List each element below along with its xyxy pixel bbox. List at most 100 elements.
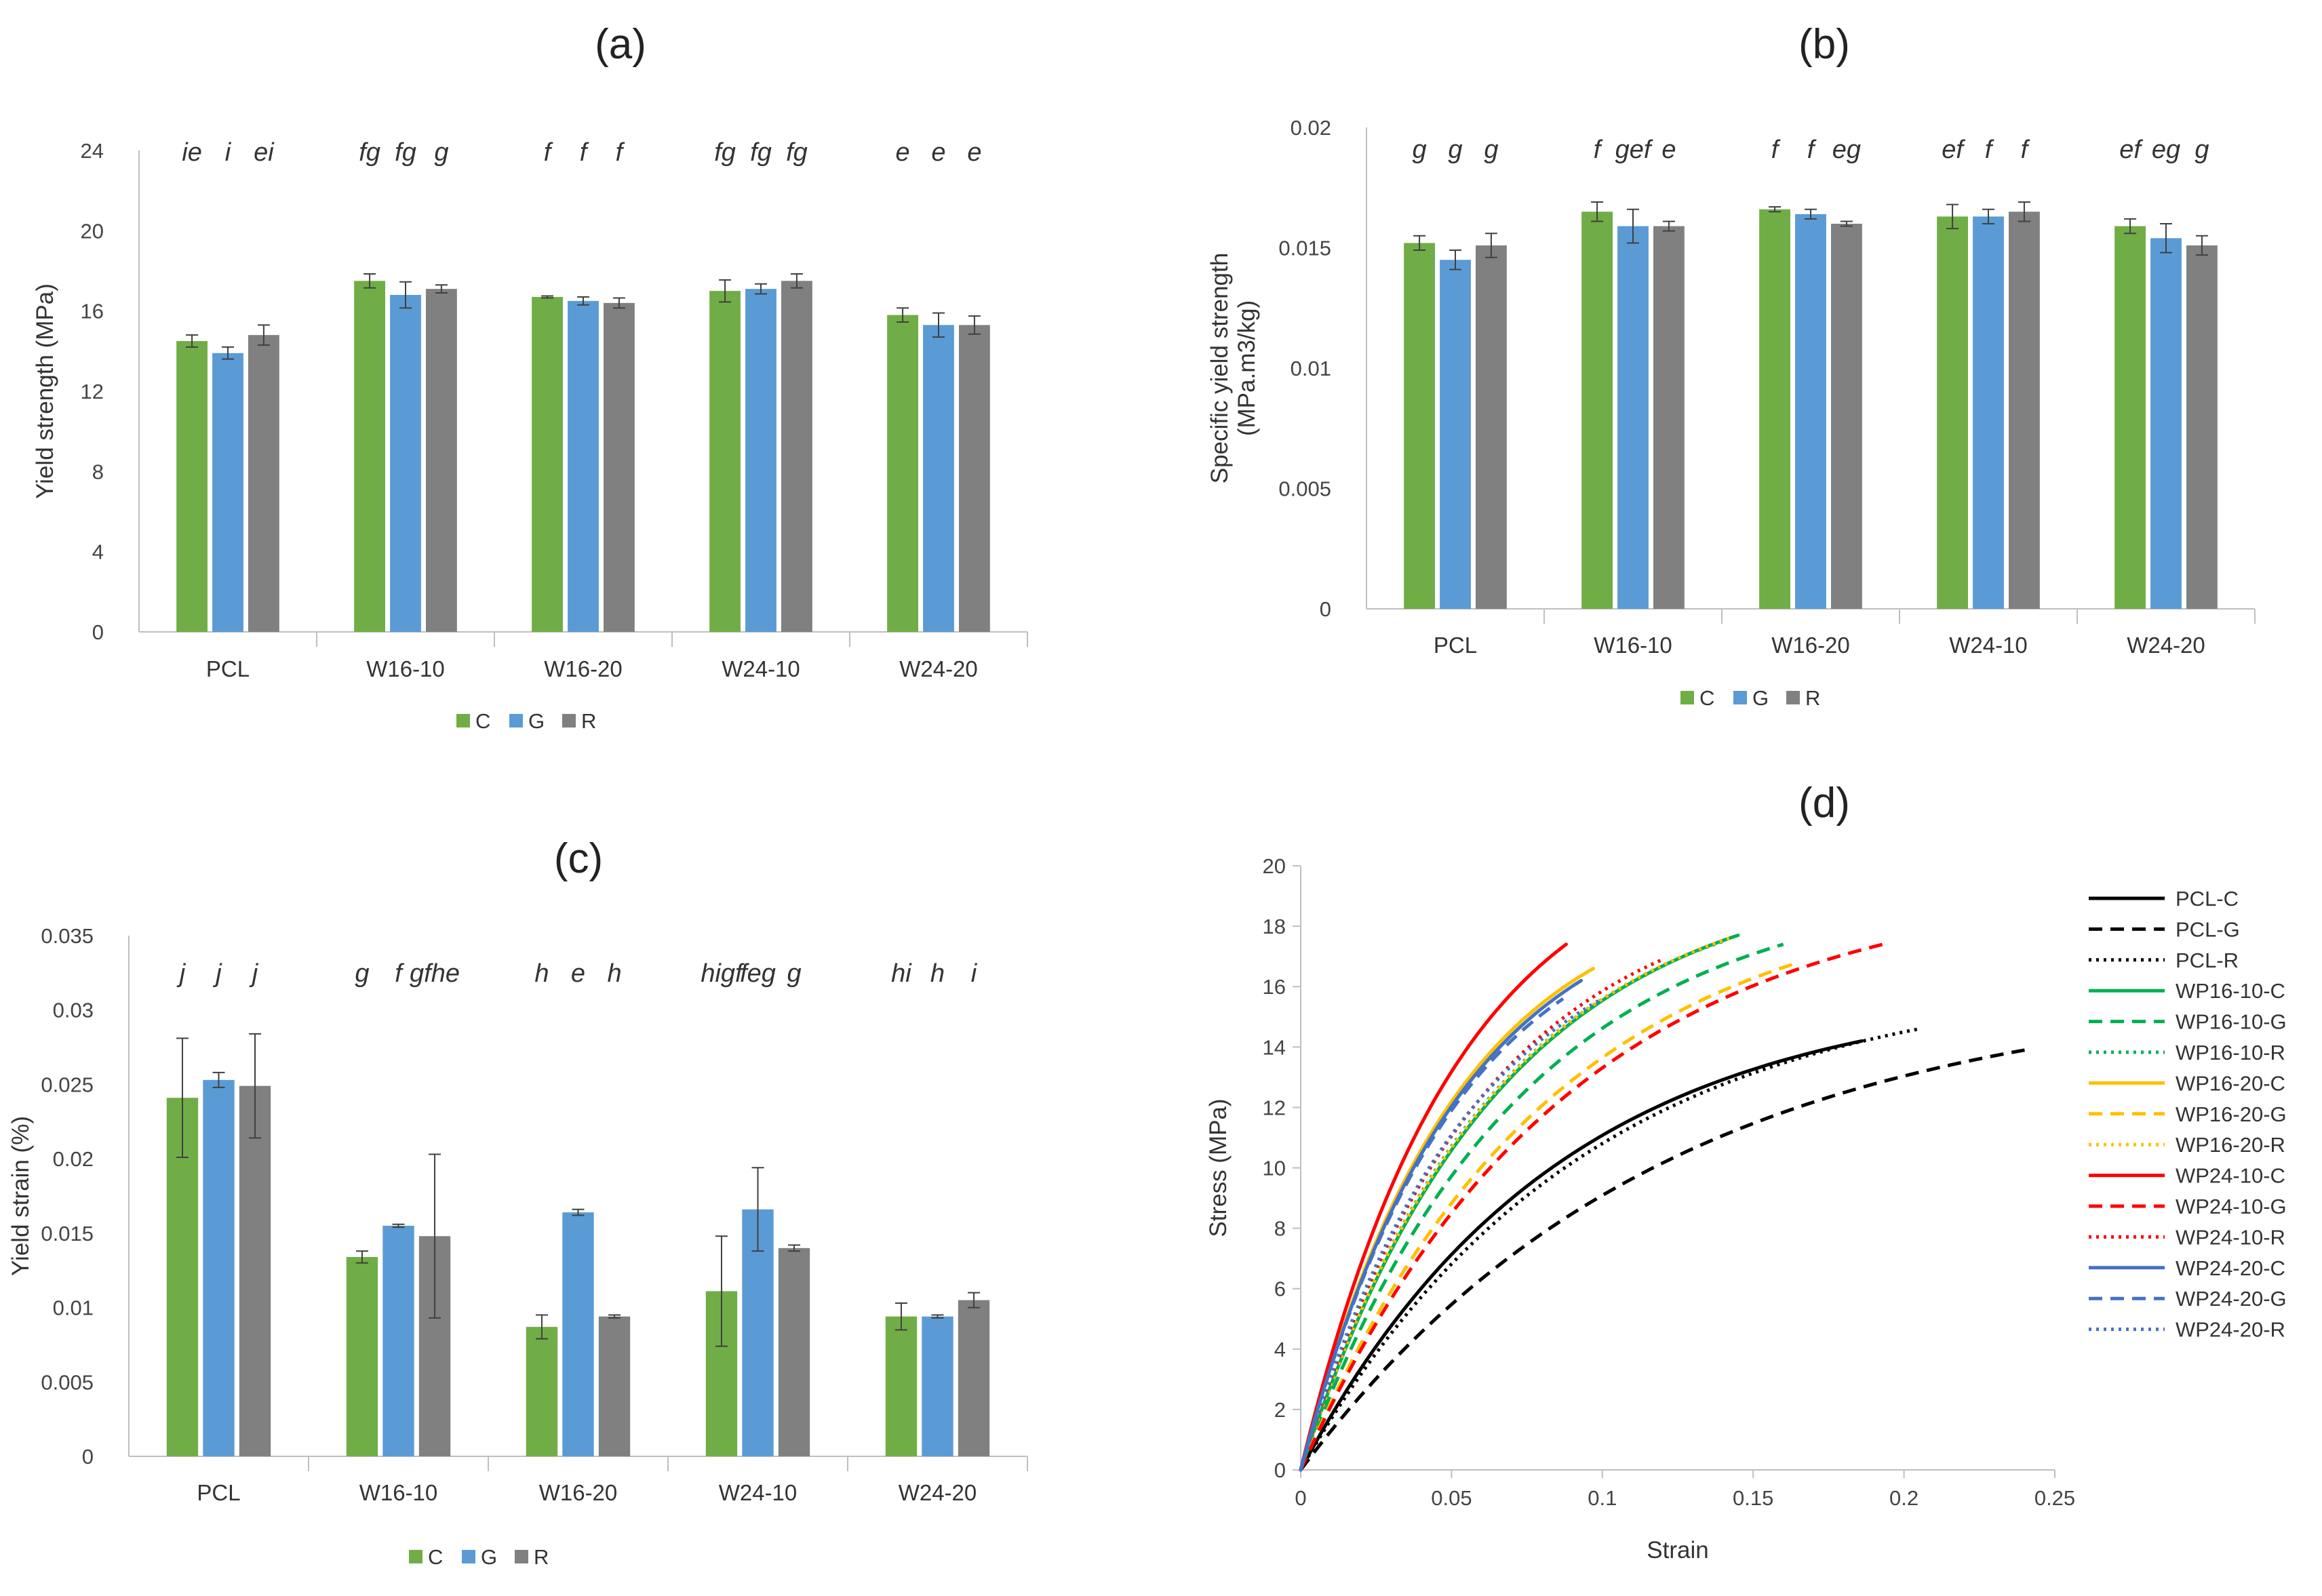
panel-a-ytick-6: 24 xyxy=(81,139,104,163)
panel-d-curve-wp16-20-g xyxy=(1299,961,1799,1471)
panel-c-legend-label-g: G xyxy=(481,1545,497,1569)
panel-a-letter-w16-10-c: fg xyxy=(359,138,380,167)
panel-a-legend-label-g: G xyxy=(528,709,545,733)
panel-a-errorbar-w24-10-r xyxy=(790,273,803,289)
panel-c-errorbar-w16-20-g xyxy=(572,1208,585,1216)
panel-d-ytick-1: 2 xyxy=(1274,1398,1286,1422)
panel-c-errorbar-w24-20-r xyxy=(968,1292,981,1309)
panel-c-errorbar-w16-20-c xyxy=(535,1314,548,1340)
panel-b-bar-w24-10-r xyxy=(2008,212,2040,609)
panel-c-bar-w24-20-c xyxy=(885,1316,918,1456)
panel-d-ytick-8: 16 xyxy=(1263,975,1286,999)
panel-b-errorbar-w24-20-r xyxy=(2195,235,2208,256)
panel-c-bar-w24-20-g xyxy=(922,1316,953,1456)
panel-c-errorbar-pcl-g xyxy=(212,1071,225,1088)
panel-d-ytick-7: 14 xyxy=(1263,1035,1286,1059)
panel-a-ytick-0: 0 xyxy=(92,620,104,644)
panel-b-bar-w16-10-g xyxy=(1617,226,1649,609)
panel-a-letter-w16-10-r: g xyxy=(434,138,448,167)
panel-a-letter-w24-10-c: fg xyxy=(714,138,736,167)
panel-b-letter-w16-20-r: eg xyxy=(1832,136,1861,164)
panel-a-letter-pcl-c: ie xyxy=(182,138,202,167)
panel-c-letter-w16-10-c: g xyxy=(355,959,369,988)
panel-c-errorbar-w24-10-g xyxy=(751,1167,764,1252)
panel-a-letter-w16-20-r: f xyxy=(616,138,625,167)
panel-b-errorbar-pcl-c xyxy=(1413,235,1426,252)
panel-a-bar-w16-20-r xyxy=(603,302,635,632)
panel-a-category-w24-10: W24-10 xyxy=(722,656,800,681)
panel-c-legend-label-c: C xyxy=(428,1545,443,1569)
panel-a-bar-w24-10-r xyxy=(781,281,812,633)
panel-a-title: (a) xyxy=(595,21,646,68)
panel-b-legend-label-c: C xyxy=(1699,686,1714,710)
panel-b-bar-pcl-c xyxy=(1404,243,1436,609)
panel-c-letter-w24-10-r: g xyxy=(787,959,801,988)
panel-b-bar-w24-10-c xyxy=(1937,216,1969,610)
panel-a-legend-swatch-g xyxy=(509,714,523,727)
panel-b-specific-yield-strength-chart: (b) 0 0.005 0.01 0.015 0.02 Specific yield st… xyxy=(1206,21,2256,710)
panel-c-errorbar-w24-10-c xyxy=(715,1235,728,1347)
panel-b-errorbar-w24-20-c xyxy=(2124,218,2137,235)
panel-d-ytick-3: 6 xyxy=(1274,1277,1286,1301)
panel-c-yield-strain-chart: (c) 0 0.005 0.01 0.015 0.02 0.025 0.03 0.035 Yie… xyxy=(7,835,1028,1569)
panel-c-letter-pcl-c: j xyxy=(176,959,186,988)
panel-d-curve-wp24-10-c xyxy=(1299,942,1568,1472)
panel-d-legend-label-pcl-g: PCL-G xyxy=(2176,917,2240,941)
panel-a-bar-w16-20-c xyxy=(532,296,564,632)
panel-b-bar-w16-20-g xyxy=(1795,214,1826,609)
panel-b-y-axis-label: Specific yield strength xyxy=(1206,253,1233,483)
panel-d-curve-wp16-10-g xyxy=(1299,942,1784,1471)
panel-c-errorbar-w24-10-r xyxy=(788,1244,801,1252)
panel-d-curve-wp16-10-c xyxy=(1299,934,1740,1472)
panel-b-bar-pcl-r xyxy=(1475,245,1507,609)
panel-d-xtick-0: 0 xyxy=(1295,1486,1306,1510)
panel-d-ytick-9: 18 xyxy=(1263,915,1286,938)
panel-a-letter-w16-20-c: f xyxy=(544,138,553,167)
panel-c-ytick-5: 0.025 xyxy=(41,1073,94,1096)
panel-c-letter-w16-20-r: h xyxy=(607,959,621,988)
panel-a-errorbar-pcl-r xyxy=(257,324,270,346)
panel-d-ytick-4: 8 xyxy=(1274,1217,1286,1241)
panel-c-letter-w16-20-g: e xyxy=(571,959,585,988)
panel-b-ytick-2: 0.01 xyxy=(1291,357,1331,380)
panel-b-bar-pcl-g xyxy=(1440,260,1471,609)
panel-c-category-w16-10: W16-10 xyxy=(359,1480,438,1505)
panel-c-ytick-2: 0.01 xyxy=(53,1296,94,1320)
panel-b-errorbar-w24-20-g xyxy=(2160,223,2172,254)
panel-d-ytick-6: 12 xyxy=(1263,1096,1286,1119)
panel-c-errorbar-w16-10-r xyxy=(429,1153,441,1319)
panel-b-bar-w24-10-g xyxy=(1973,216,2004,610)
panel-b-bar-w24-20-c xyxy=(2114,226,2146,609)
panel-a-errorbar-w16-20-g xyxy=(577,296,589,306)
panel-c-legend-swatch-r xyxy=(515,1550,528,1563)
panel-a-letter-w16-20-g: f xyxy=(580,138,589,167)
panel-b-bar-w24-20-g xyxy=(2150,238,2182,609)
panel-a-bar-w24-20-g xyxy=(923,325,954,632)
panel-d-legend-label-wp24-20-r: WP24-20-R xyxy=(2176,1318,2285,1342)
panel-a-bar-w24-10-c xyxy=(709,291,741,632)
panel-a-category-w16-10: W16-10 xyxy=(366,656,445,681)
panel-b-letter-w24-20-c: ef xyxy=(2119,136,2143,164)
panel-c-title: (c) xyxy=(554,835,603,882)
panel-c-legend-label-r: R xyxy=(534,1545,549,1569)
panel-d-legend-label-wp16-10-r: WP16-10-R xyxy=(2176,1041,2285,1064)
panel-b-letter-w16-10-c: f xyxy=(1594,136,1603,164)
panel-b-letter-pcl-r: g xyxy=(1484,136,1498,164)
panel-c-bar-w16-20-r xyxy=(598,1316,631,1456)
panel-d-xtick-5: 0.25 xyxy=(2034,1486,2075,1510)
panel-b-letter-w16-10-g: gef xyxy=(1615,136,1653,164)
panel-d-legend-label-wp16-10-g: WP16-10-G xyxy=(2176,1010,2287,1034)
panel-b-letter-w16-10-r: e xyxy=(1661,136,1676,164)
panel-a-ytick-4: 16 xyxy=(81,300,104,323)
panel-d-legend-label-wp16-10-c: WP16-10-C xyxy=(2176,979,2285,1003)
panel-c-letter-pcl-g: j xyxy=(212,959,222,988)
panel-b-letter-w24-10-r: f xyxy=(2021,136,2030,164)
panel-a-bar-w16-20-g xyxy=(568,300,599,632)
panel-d-curve-wp24-20-g xyxy=(1299,997,1565,1471)
panel-c-errorbar-w16-20-r xyxy=(608,1314,621,1319)
panel-a-letter-w24-20-c: e xyxy=(896,138,910,167)
panel-a-bar-w16-10-c xyxy=(354,281,386,633)
panel-c-letter-w24-20-r: i xyxy=(971,959,978,988)
panel-b-legend-swatch-c xyxy=(1680,691,1694,704)
